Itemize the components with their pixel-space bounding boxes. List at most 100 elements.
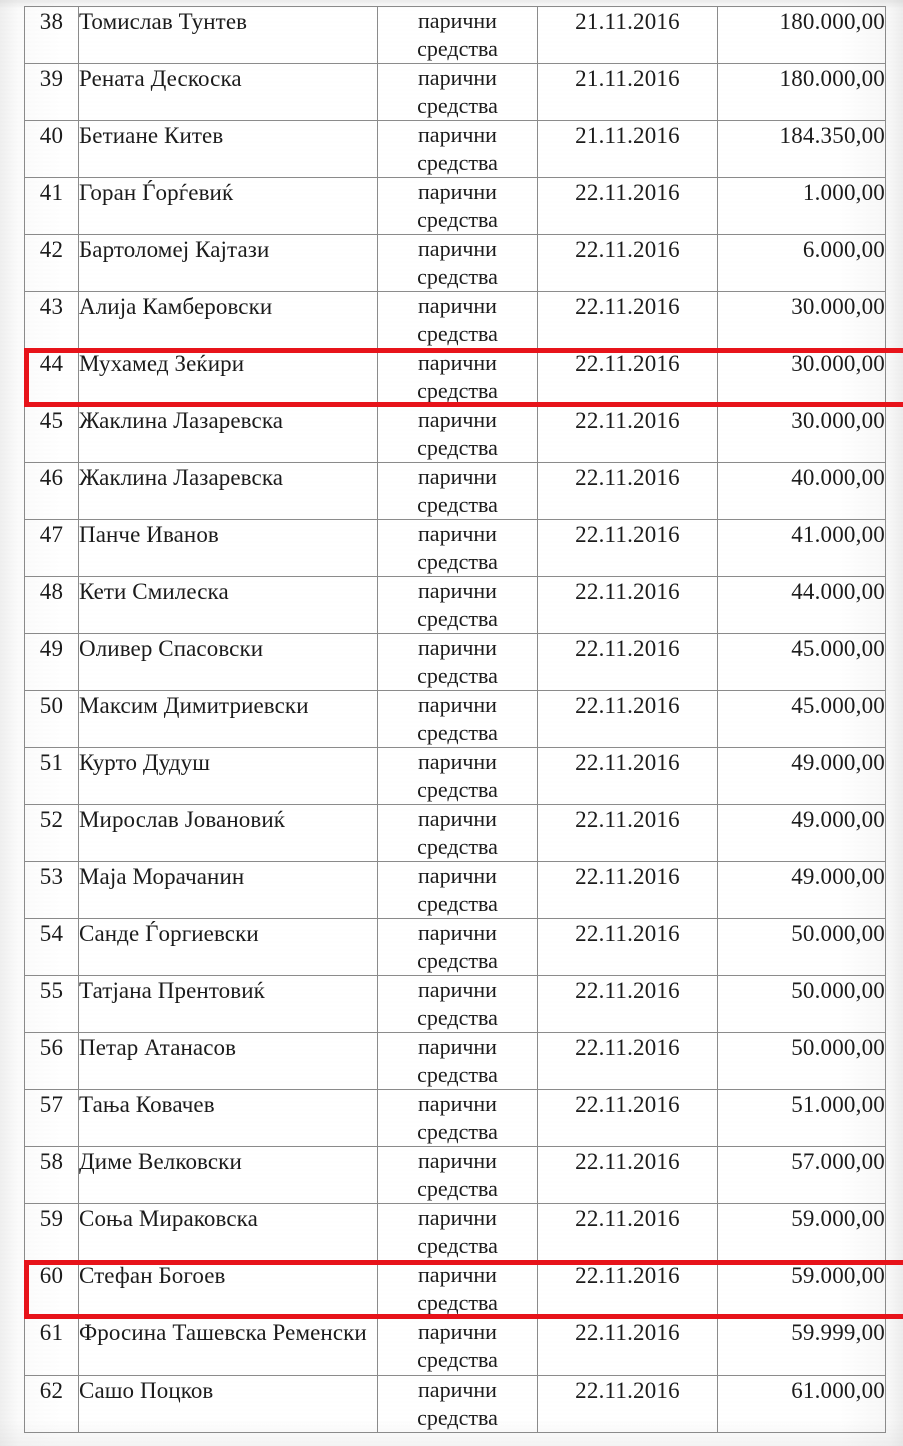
donor-name-cell: Оливер Спасовски xyxy=(78,633,378,691)
donor-name-cell: Санде Ѓоргиевски xyxy=(78,918,378,976)
donor-name-cell: Фросина Ташевска Ременски xyxy=(78,1317,378,1376)
donor-name-cell: Курто Дудуш xyxy=(78,747,378,805)
donation-type-line1: парични xyxy=(418,920,497,945)
row-number-cell: 43 xyxy=(24,291,79,349)
donation-date-cell: 22.11.2016 xyxy=(537,348,718,406)
row-number-cell: 52 xyxy=(24,804,79,862)
donor-name-cell: Петар Атанасов xyxy=(78,1032,378,1090)
donation-type-line2: средства xyxy=(417,606,498,631)
row-number-cell: 39 xyxy=(24,63,79,121)
donation-date-cell: 21.11.2016 xyxy=(537,120,718,178)
donation-type-cell: парични средства xyxy=(377,975,538,1033)
donation-amount-cell: 59.999,00 xyxy=(717,1317,886,1376)
row-number-cell: 38 xyxy=(24,6,79,64)
donation-type-line2: средства xyxy=(417,1233,498,1258)
donation-amount-cell: 40.000,00 xyxy=(717,462,886,520)
table-row: 54 Санде Ѓоргиевски парични средства 22.11.2… xyxy=(24,918,886,976)
donation-type-line1: парични xyxy=(418,1148,497,1173)
donation-date-cell: 22.11.2016 xyxy=(537,1375,718,1433)
donation-type-line1: парични xyxy=(418,1377,497,1402)
table-row: 56 Петар Атанасов парични средства 22.11.201… xyxy=(24,1032,886,1090)
donation-type-cell: парични средства xyxy=(377,177,538,235)
donation-type-line1: парични xyxy=(418,8,497,33)
donor-name-cell: Панче Иванов xyxy=(78,519,378,577)
donation-type-cell: парични средства xyxy=(377,690,538,748)
row-number-cell: 44 xyxy=(24,348,79,406)
donation-date-cell: 22.11.2016 xyxy=(537,861,718,919)
donation-date-cell: 22.11.2016 xyxy=(537,234,718,292)
row-number-cell: 51 xyxy=(24,747,79,805)
donor-name-cell: Татјана Прентовиќ xyxy=(78,975,378,1033)
donation-amount-cell: 30.000,00 xyxy=(717,291,886,349)
donation-type-line1: парични xyxy=(418,179,497,204)
donation-type-line2: средства xyxy=(417,948,498,973)
donation-type-line1: парични xyxy=(418,1091,497,1116)
donation-type-cell: парични средства xyxy=(377,1317,538,1376)
donation-type-line1: парични xyxy=(418,236,497,261)
donation-amount-cell: 51.000,00 xyxy=(717,1089,886,1147)
donation-date-cell: 22.11.2016 xyxy=(537,1203,718,1261)
donation-type-cell: парични средства xyxy=(377,519,538,577)
row-number-cell: 60 xyxy=(24,1260,79,1318)
donor-name-cell: Сашо Поцков xyxy=(78,1375,378,1433)
table-row: 50 Максим Димитриевски парични средства 22.1… xyxy=(24,690,886,748)
row-number-cell: 62 xyxy=(24,1375,79,1433)
row-number-cell: 58 xyxy=(24,1146,79,1204)
donation-type-line1: парични xyxy=(418,1262,497,1287)
donation-date-cell: 22.11.2016 xyxy=(537,1032,718,1090)
table-row: 59 Соња Мираковска парични средства 22.11.20… xyxy=(24,1203,886,1261)
donation-type-line2: средства xyxy=(417,36,498,61)
donation-amount-cell: 57.000,00 xyxy=(717,1146,886,1204)
donation-type-line1: парични xyxy=(418,65,497,90)
donation-type-line2: средства xyxy=(417,777,498,802)
table-row: 51 Курто Дудуш парични средства 22.11.2016 49… xyxy=(24,747,886,805)
donation-amount-cell: 1.000,00 xyxy=(717,177,886,235)
donation-date-cell: 22.11.2016 xyxy=(537,918,718,976)
donor-name-cell: Горан Ѓорѓевиќ xyxy=(78,177,378,235)
donation-type-line1: парични xyxy=(418,407,497,432)
donation-type-cell: парични средства xyxy=(377,1375,538,1433)
donor-name-cell: Томислав Тунтев xyxy=(78,6,378,64)
donor-name-cell: Жаклина Лазаревска xyxy=(78,405,378,463)
donation-amount-cell: 44.000,00 xyxy=(717,576,886,634)
table-row: 45 Жаклина Лазаревска парични средства 22.11… xyxy=(24,405,886,463)
donation-type-cell: парични средства xyxy=(377,804,538,862)
table-row: 60 Стефан Богоев парични средства 22.11.2016… xyxy=(24,1260,886,1318)
donor-name-cell: Тања Ковачев xyxy=(78,1089,378,1147)
donation-type-line1: парични xyxy=(418,578,497,603)
row-number-cell: 46 xyxy=(24,462,79,520)
donation-type-line2: средства xyxy=(417,834,498,859)
table-row: 57 Тања Ковачев парични средства 22.11.2016 5… xyxy=(24,1089,886,1147)
donation-type-line2: средства xyxy=(417,1062,498,1087)
donation-date-cell: 22.11.2016 xyxy=(537,747,718,805)
table-row: 49 Оливер Спасовски парични средства 22.11.2… xyxy=(24,633,886,691)
donation-type-cell: парични средства xyxy=(377,918,538,976)
donation-amount-cell: 45.000,00 xyxy=(717,633,886,691)
donation-type-cell: парични средства xyxy=(377,234,538,292)
table-row: 40 Бетиане Китев парични средства 21.11.2016… xyxy=(24,120,886,178)
table-row: 46 Жаклина Лазаревска парични средства 22.11… xyxy=(24,462,886,520)
donation-amount-cell: 6.000,00 xyxy=(717,234,886,292)
row-number-cell: 59 xyxy=(24,1203,79,1261)
donation-amount-cell: 61.000,00 xyxy=(717,1375,886,1433)
donor-name-cell: Мирослав Јовановиќ xyxy=(78,804,378,862)
donation-type-line2: средства xyxy=(417,378,498,403)
donation-type-line1: парични xyxy=(418,293,497,318)
donation-date-cell: 22.11.2016 xyxy=(537,633,718,691)
donation-amount-cell: 59.000,00 xyxy=(717,1260,886,1318)
table-row: 41 Горан Ѓорѓевиќ парични средства 22.11.201… xyxy=(24,177,886,235)
donation-date-cell: 22.11.2016 xyxy=(537,462,718,520)
donation-type-cell: парични средства xyxy=(377,405,538,463)
row-number-cell: 56 xyxy=(24,1032,79,1090)
donation-type-line2: средства xyxy=(417,720,498,745)
donor-name-cell: Стефан Богоев xyxy=(78,1260,378,1318)
row-number-cell: 47 xyxy=(24,519,79,577)
table-row: 43 Алија Камберовски парични средства 22.11.… xyxy=(24,291,886,349)
row-number-cell: 41 xyxy=(24,177,79,235)
donation-type-cell: парични средства xyxy=(377,462,538,520)
donor-name-cell: Диме Велковски xyxy=(78,1146,378,1204)
donation-type-line1: парични xyxy=(418,521,497,546)
table-row: 58 Диме Велковски парични средства 22.11.201… xyxy=(24,1146,886,1204)
donation-type-line2: средства xyxy=(417,93,498,118)
